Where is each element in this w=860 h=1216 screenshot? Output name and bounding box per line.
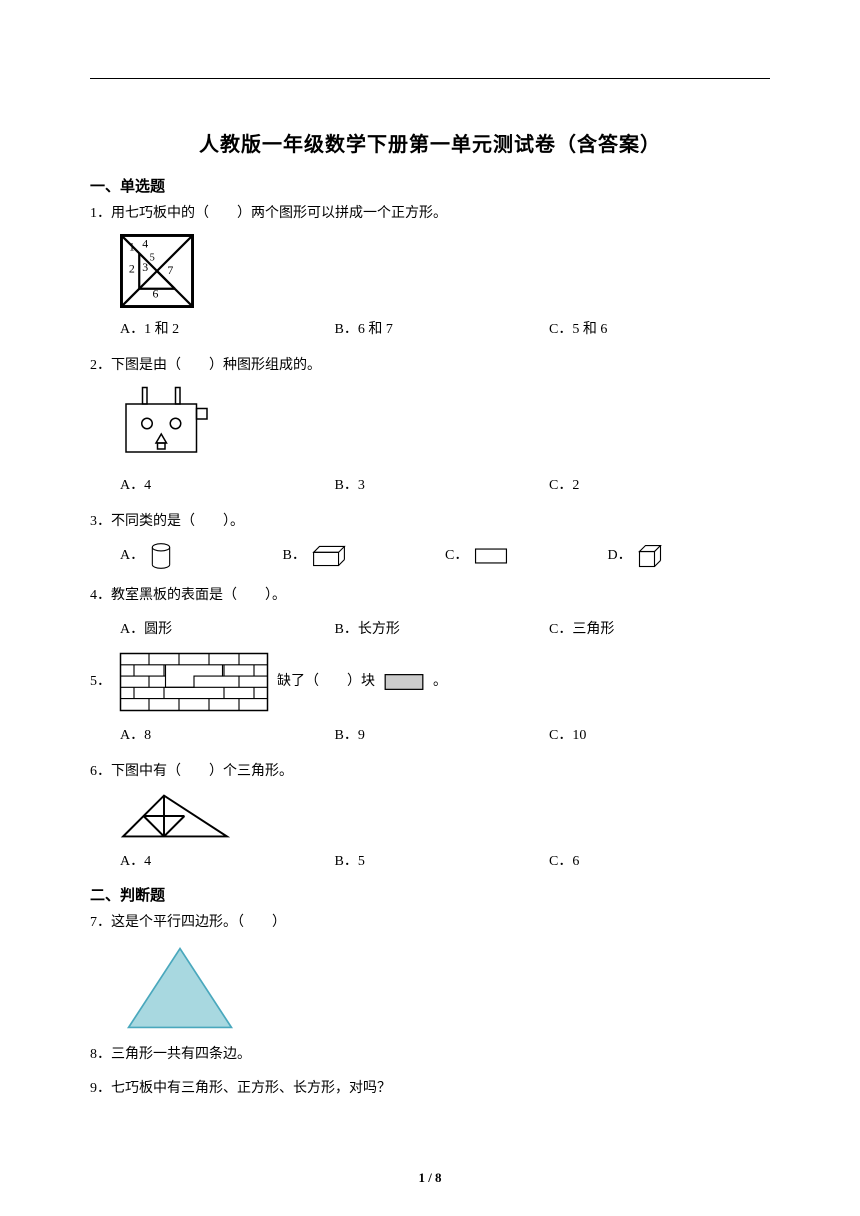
q6-optA: A．4 xyxy=(120,848,335,876)
q8-stem: 三角形一共有四条边。 xyxy=(111,1047,251,1062)
question-6: 6．下图中有（ ）个三角形。 A．4 B．5 C．6 xyxy=(90,758,770,876)
question-1: 1．用七巧板中的（ ）两个图形可以拼成一个正方形。 1 4 2 3 5 7 6 … xyxy=(90,200,770,344)
question-4: 4．教室黑板的表面是（ ）。 A．圆形 B．长方形 C．三角形 xyxy=(90,582,770,644)
svg-text:2: 2 xyxy=(129,261,135,275)
q8-text: 8．三角形一共有四条边。 xyxy=(90,1041,770,1069)
q3-optB: B． xyxy=(283,542,446,570)
q2-optA: A．4 xyxy=(120,472,335,500)
q2-stem: 下图是由（ ）种图形组成的。 xyxy=(111,358,321,373)
brick-icon xyxy=(383,673,425,691)
question-3: 3．不同类的是（ ）。 A． B． xyxy=(90,508,770,570)
cuboid-icon xyxy=(312,545,346,567)
question-8: 8．三角形一共有四条边。 xyxy=(90,1041,770,1069)
q8-num: 8． xyxy=(90,1047,111,1062)
q5-end: 。 xyxy=(433,668,447,696)
q7-text: 7．这是个平行四边形。（ ） xyxy=(90,909,770,937)
q5-optC: C．10 xyxy=(549,722,764,750)
q3-options: A． B． C． xyxy=(120,542,770,570)
q1-num: 1． xyxy=(90,206,111,221)
q2-optC: C．2 xyxy=(549,472,764,500)
q1-options: A．1 和 2 B．6 和 7 C．5 和 6 xyxy=(120,316,770,344)
q4-optB: B．长方形 xyxy=(335,616,550,644)
q5-text: 5． 缺了（ ）块 xyxy=(90,652,770,712)
header-rule xyxy=(90,78,770,79)
q3-optD: D． xyxy=(608,542,771,570)
svg-text:1: 1 xyxy=(129,239,135,253)
doc-title: 人教版一年级数学下册第一单元测试卷（含答案） xyxy=(90,128,770,157)
question-9: 9．七巧板中有三角形、正方形、长方形，对吗？ xyxy=(90,1075,770,1103)
q3-optA-label: A． xyxy=(120,542,144,570)
rectangle-icon xyxy=(474,547,508,565)
q3-optB-label: B． xyxy=(283,542,306,570)
q7-stem: 这是个平行四边形。（ ） xyxy=(111,915,286,930)
cylinder-icon xyxy=(150,543,172,569)
q3-optD-label: D． xyxy=(608,542,632,570)
q1-stem: 用七巧板中的（ ）两个图形可以拼成一个正方形。 xyxy=(111,206,447,221)
section-1-header: 一、单选题 xyxy=(90,175,770,196)
q9-text: 9．七巧板中有三角形、正方形、长方形，对吗？ xyxy=(90,1075,770,1103)
q4-options: A．圆形 B．长方形 C．三角形 xyxy=(120,616,770,644)
q2-optB: B．3 xyxy=(335,472,550,500)
q4-optA: A．圆形 xyxy=(120,616,335,644)
svg-text:3: 3 xyxy=(142,260,148,274)
q1-optC: C．5 和 6 xyxy=(549,316,764,344)
svg-text:4: 4 xyxy=(142,236,148,250)
q5-optA: A．8 xyxy=(120,722,335,750)
q3-optC-label: C． xyxy=(445,542,468,570)
q4-text: 4．教室黑板的表面是（ ）。 xyxy=(90,582,770,610)
brick-wall-icon xyxy=(119,652,269,712)
q3-optC: C． xyxy=(445,542,608,570)
svg-text:7: 7 xyxy=(167,263,173,277)
page-footer: 1 / 8 xyxy=(0,1170,860,1186)
q1-text: 1．用七巧板中的（ ）两个图形可以拼成一个正方形。 xyxy=(90,200,770,228)
cube-icon xyxy=(638,544,662,568)
q4-stem: 教室黑板的表面是（ ）。 xyxy=(111,588,286,603)
question-5: 5． 缺了（ ）块 xyxy=(90,652,770,750)
q6-optC: C．6 xyxy=(549,848,764,876)
q4-optC: C．三角形 xyxy=(549,616,764,644)
q2-options: A．4 B．3 C．2 xyxy=(120,472,770,500)
section-2-header: 二、判断题 xyxy=(90,884,770,905)
q6-options: A．4 B．5 C．6 xyxy=(120,848,770,876)
q6-optB: B．5 xyxy=(335,848,550,876)
q4-num: 4． xyxy=(90,588,111,603)
q3-text: 3．不同类的是（ ）。 xyxy=(90,508,770,536)
q5-optB: B．9 xyxy=(335,722,550,750)
q5-mid: 缺了（ ）块 xyxy=(277,668,375,696)
q7-figure xyxy=(120,943,770,1033)
question-2: 2．下图是由（ ）种图形组成的。 A．4 B．3 C．2 xyxy=(90,352,770,500)
q2-num: 2． xyxy=(90,358,111,373)
q7-num: 7． xyxy=(90,915,111,930)
q2-figure xyxy=(120,386,770,464)
q5-options: A．8 B．9 C．10 xyxy=(120,722,770,750)
svg-text:5: 5 xyxy=(150,253,155,264)
q3-stem: 不同类的是（ ）。 xyxy=(111,514,244,529)
q6-figure xyxy=(120,792,770,840)
svg-text:6: 6 xyxy=(153,287,159,301)
q9-num: 9． xyxy=(90,1081,111,1096)
q3-optA: A． xyxy=(120,542,283,570)
q6-num: 6． xyxy=(90,764,111,779)
q2-text: 2．下图是由（ ）种图形组成的。 xyxy=(90,352,770,380)
question-7: 7．这是个平行四边形。（ ） xyxy=(90,909,770,1033)
q6-stem: 下图中有（ ）个三角形。 xyxy=(111,764,293,779)
q6-text: 6．下图中有（ ）个三角形。 xyxy=(90,758,770,786)
q1-figure: 1 4 2 3 5 7 6 xyxy=(120,234,770,308)
q9-stem: 七巧板中有三角形、正方形、长方形，对吗？ xyxy=(111,1081,391,1096)
q1-optB: B．6 和 7 xyxy=(335,316,550,344)
q1-optA: A．1 和 2 xyxy=(120,316,335,344)
q3-num: 3． xyxy=(90,514,111,529)
q5-num: 5． xyxy=(90,668,111,696)
